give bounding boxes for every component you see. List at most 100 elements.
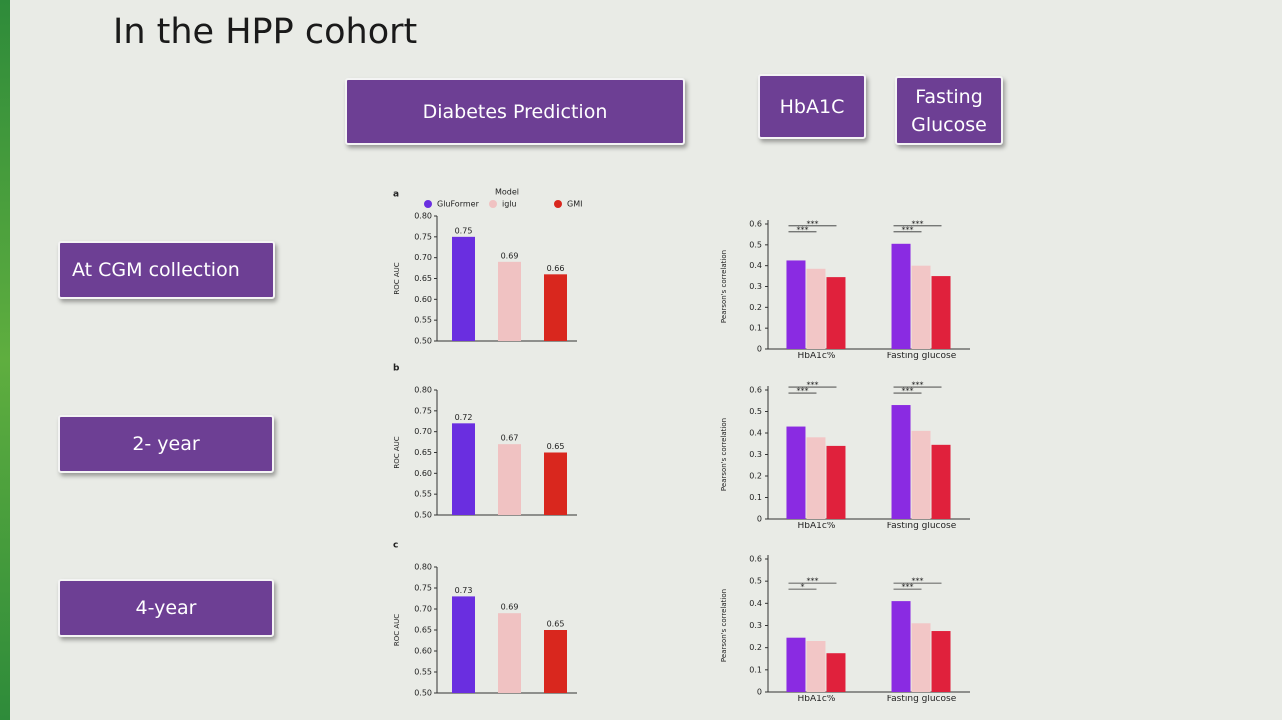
y-tick-label: 0.50 <box>414 689 432 698</box>
side-strip <box>0 0 10 720</box>
value-label: 0.65 <box>547 620 565 629</box>
y-axis-label: ROC AUC <box>393 614 401 646</box>
y-tick-label: 0.50 <box>414 511 432 520</box>
y-tick-label: 0.4 <box>749 429 762 438</box>
value-label: 0.73 <box>455 586 473 595</box>
y-tick-label: 0.5 <box>749 240 762 249</box>
bar <box>826 445 846 519</box>
y-tick-label: 0.4 <box>749 261 762 270</box>
column-header: Fasting Glucose <box>895 76 1003 145</box>
legend-title: Model <box>495 188 519 197</box>
y-tick-label: 0.2 <box>749 643 762 652</box>
significance-label: *** <box>902 387 914 396</box>
legend-marker <box>489 200 497 208</box>
significance-label: *** <box>902 583 914 592</box>
bar <box>931 631 951 692</box>
bar <box>931 276 951 349</box>
y-tick-label: 0.60 <box>414 295 432 304</box>
y-tick-label: 0.80 <box>414 212 432 221</box>
value-label: 0.75 <box>455 226 473 235</box>
significance-label: * <box>800 583 804 592</box>
bar <box>786 260 806 349</box>
y-tick-label: 0.6 <box>749 386 762 395</box>
y-tick-label: 0.75 <box>414 406 432 415</box>
y-tick-label: 0.65 <box>414 626 432 635</box>
legend-marker <box>554 200 562 208</box>
bar <box>911 265 931 349</box>
row-label: At CGM collection <box>58 241 275 299</box>
y-tick-label: 0.55 <box>414 316 432 325</box>
y-tick-label: 0.2 <box>749 303 762 312</box>
y-tick-label: 0.70 <box>414 253 432 262</box>
significance-label: *** <box>806 381 818 390</box>
value-label: 0.66 <box>547 264 565 273</box>
y-tick-label: 0.6 <box>749 555 762 564</box>
y-tick-label: 0.65 <box>414 448 432 457</box>
y-tick-label: 0.2 <box>749 472 762 481</box>
x-tick-label: Fasting glucose <box>886 352 957 361</box>
value-label: 0.67 <box>501 434 519 443</box>
bar <box>498 613 521 693</box>
significance-label: *** <box>806 577 818 586</box>
y-axis-label: Pearson's correlation <box>720 589 728 662</box>
value-label: 0.69 <box>501 603 519 612</box>
bar <box>891 405 911 519</box>
row-label: 4-year <box>58 579 274 637</box>
bar <box>911 623 931 692</box>
x-tick-label: Fasting glucose <box>886 522 957 531</box>
x-tick-label: HbA1c% <box>797 522 836 531</box>
y-tick-label: 0.70 <box>414 427 432 436</box>
bar <box>826 277 846 349</box>
y-tick-label: 0.6 <box>749 220 762 229</box>
slide-title: In the HPP cohort <box>113 12 418 52</box>
y-tick-label: 0.80 <box>414 386 432 395</box>
bar <box>544 630 567 693</box>
significance-label: *** <box>912 381 924 390</box>
significance-label: *** <box>796 387 808 396</box>
x-tick-label-box: HbA1c% <box>798 695 836 704</box>
x-tick-label-box: HbA1c% <box>797 352 836 361</box>
bar <box>544 452 567 515</box>
x-tick-label-box: Fasting glucose <box>886 352 957 361</box>
legend-label: GMI <box>567 200 582 209</box>
bar <box>891 601 911 692</box>
significance-label: *** <box>806 219 818 228</box>
y-tick-label: 0.80 <box>414 563 432 572</box>
y-tick-label: 0.5 <box>749 577 762 586</box>
y-axis-label: ROC AUC <box>393 436 401 468</box>
legend-marker <box>424 200 432 208</box>
y-tick-label: 0.4 <box>749 599 762 608</box>
bar <box>498 444 521 515</box>
bar <box>786 637 806 692</box>
value-label: 0.69 <box>501 251 519 260</box>
bar <box>806 437 826 519</box>
y-tick-label: 0.55 <box>414 668 432 677</box>
row-label: 2- year <box>58 415 274 473</box>
y-axis-label: Pearson's correlation <box>720 250 728 323</box>
bar <box>826 653 846 692</box>
column-header: HbA1C <box>758 74 866 139</box>
value-label: 0.65 <box>547 442 565 451</box>
x-tick-label-box: Fasting glucose <box>886 695 957 704</box>
y-tick-label: 0.50 <box>414 337 432 346</box>
y-tick-label: 0.70 <box>414 605 432 614</box>
y-tick-label: 0.3 <box>749 621 762 630</box>
y-tick-label: 0.75 <box>414 584 432 593</box>
x-tick-label: HbA1c% <box>797 352 836 361</box>
legend-label: GluFormer <box>437 200 480 209</box>
bar <box>911 430 931 519</box>
significance-label: *** <box>796 225 808 234</box>
y-tick-label: 0.1 <box>749 665 762 674</box>
legend-label: iglu <box>502 200 517 209</box>
y-axis-label: ROC AUC <box>393 262 401 294</box>
bar <box>452 236 475 341</box>
y-tick-label: 0.3 <box>749 450 762 459</box>
x-tick-label-box: Fasting glucose <box>886 522 957 531</box>
panel-label: b <box>393 364 400 374</box>
y-tick-label: 0.60 <box>414 469 432 478</box>
x-tick-label: Fasting glucose <box>886 695 957 704</box>
y-tick-label: 0.1 <box>749 493 762 502</box>
y-tick-label: 0.60 <box>414 647 432 656</box>
